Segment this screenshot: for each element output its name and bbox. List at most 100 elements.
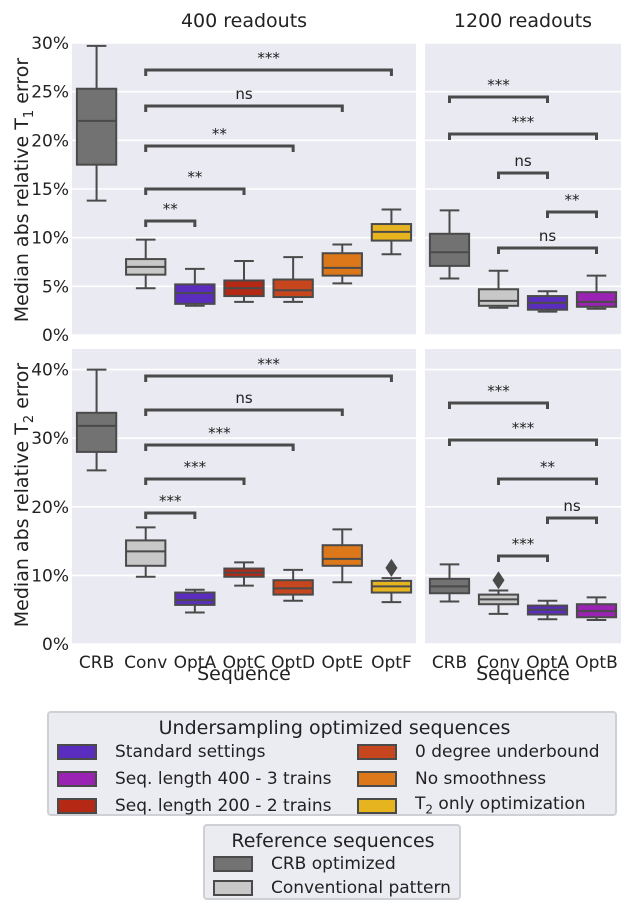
box-opte — [321, 252, 363, 277]
legend-swatch — [357, 743, 397, 760]
legend-label: CRB optimized — [271, 854, 396, 874]
significance-bracket — [497, 477, 598, 485]
legend-reference: Reference sequences CRB optimized Convent… — [203, 824, 461, 900]
legend-reference-title: Reference sequences — [231, 830, 435, 852]
panel-t1-400: 0% 5% 10% 15% 20% 25% 30% ** ** ** ns*** — [31, 34, 416, 346]
legend-swatch — [357, 770, 397, 787]
significance-bracket — [448, 132, 598, 140]
x-tick-label: Conv — [124, 653, 167, 673]
legend-swatch — [57, 743, 97, 760]
y-label-t1-sub: 1 — [22, 110, 37, 118]
x-tick-label: OptD — [271, 653, 315, 673]
legend-swatch — [213, 880, 253, 896]
y-tick-label: 10% — [31, 566, 69, 586]
significance-label: ** — [187, 168, 203, 186]
legend-item: Seq. length 200 - 2 trains — [57, 793, 357, 818]
box-crb — [428, 232, 471, 267]
x-axis-label-right: Sequence — [476, 663, 570, 685]
box-crb — [75, 411, 118, 453]
legend-reference-items: CRB optimized Conventional pattern — [213, 852, 459, 900]
significance-label: ns — [235, 85, 253, 103]
significance-label: ** — [163, 200, 179, 218]
x-tick-label: CRB — [79, 653, 114, 673]
y-tick-label: 0% — [42, 635, 69, 655]
significance-bracket — [144, 408, 344, 416]
significance-bracket — [497, 246, 598, 254]
significance-bracket — [144, 374, 393, 382]
panel-t2-1200: CRB Conv OptA OptB***********ns — [425, 349, 621, 673]
legend-label: Standard settings — [115, 741, 266, 762]
box-optd — [272, 579, 314, 596]
legend-item: No smoothness — [357, 766, 617, 791]
legend-item: Standard settings — [57, 739, 357, 764]
significance-label: ns — [235, 389, 253, 407]
legend-label: Seq. length 400 - 3 trains — [115, 768, 332, 789]
outlier-marker — [492, 571, 505, 590]
significance-bracket — [144, 511, 197, 519]
legend-item: Seq. length 400 - 3 trains — [57, 766, 357, 791]
x-tick-label: OptB — [575, 653, 618, 673]
box-opta — [174, 591, 216, 606]
significance-label: *** — [512, 113, 535, 131]
significance-label: ** — [212, 125, 228, 143]
significance-bracket — [144, 104, 344, 112]
legend-swatch — [57, 797, 97, 814]
legend-label: Conventional pattern — [271, 878, 451, 898]
legend-item: T2 only optimization — [357, 793, 617, 818]
legend-item: 0 degree underbound — [357, 739, 617, 764]
outlier-marker — [385, 558, 398, 577]
significance-bracket — [448, 401, 549, 409]
y-tick-label: 40% — [31, 361, 69, 381]
significance-label: ns — [514, 152, 532, 170]
significance-label: *** — [512, 535, 535, 553]
significance-bracket — [497, 171, 549, 179]
legend-undersampling-title: Undersampling optimized sequences — [158, 717, 511, 739]
significance-label: *** — [208, 424, 231, 442]
significance-bracket — [497, 554, 549, 562]
significance-bracket — [144, 187, 246, 195]
legend-swatch — [57, 770, 97, 787]
significance-label: *** — [184, 458, 207, 476]
panel-background — [72, 349, 416, 644]
y-tick-label: 15% — [31, 180, 69, 200]
significance-label: *** — [487, 76, 510, 94]
significance-bracket — [448, 95, 549, 103]
significance-label: ns — [563, 497, 581, 515]
box-optd — [272, 278, 314, 299]
significance-label: *** — [512, 419, 535, 437]
significance-label: ns — [539, 227, 557, 245]
x-tick-label: OptA — [526, 653, 569, 673]
significance-bracket — [144, 443, 295, 451]
significance-bracket — [144, 144, 295, 152]
y-tick-label: 20% — [31, 498, 69, 518]
legend-item: CRB optimized — [213, 852, 459, 876]
significance-bracket — [144, 68, 393, 76]
x-axis-label-left: Sequence — [197, 663, 291, 685]
panel-background — [425, 349, 621, 644]
y-tick-label: 25% — [31, 83, 69, 103]
y-tick-label: 10% — [31, 229, 69, 249]
significance-label: *** — [257, 49, 280, 67]
y-tick-label: 30% — [31, 34, 69, 54]
legend-swatch — [357, 797, 397, 814]
x-tick-label: OptC — [223, 653, 266, 673]
legend-undersampling-items: Standard settings 0 degree underbound Seq.… — [57, 739, 615, 818]
x-tick-label: OptF — [371, 653, 412, 673]
x-tick-label: OptA — [174, 653, 217, 673]
title-400-readouts: 400 readouts — [181, 10, 307, 32]
title-1200-readouts: 1200 readouts — [454, 10, 592, 32]
legend-label: 0 degree underbound — [415, 741, 600, 762]
legend-swatch — [213, 856, 253, 872]
legend-label: T2 only optimization — [415, 794, 586, 817]
significance-bracket — [546, 210, 598, 218]
y-tick-label: 20% — [31, 131, 69, 151]
box-opte — [321, 544, 363, 567]
legend-label: Seq. length 200 - 2 trains — [115, 795, 332, 816]
legend-item: Conventional pattern — [213, 876, 459, 900]
legend-undersampling: Undersampling optimized sequences Standa… — [47, 711, 617, 818]
significance-label: *** — [257, 355, 280, 373]
significance-label: *** — [159, 492, 182, 510]
box-conv — [125, 539, 167, 567]
y-tick-label: 30% — [31, 429, 69, 449]
